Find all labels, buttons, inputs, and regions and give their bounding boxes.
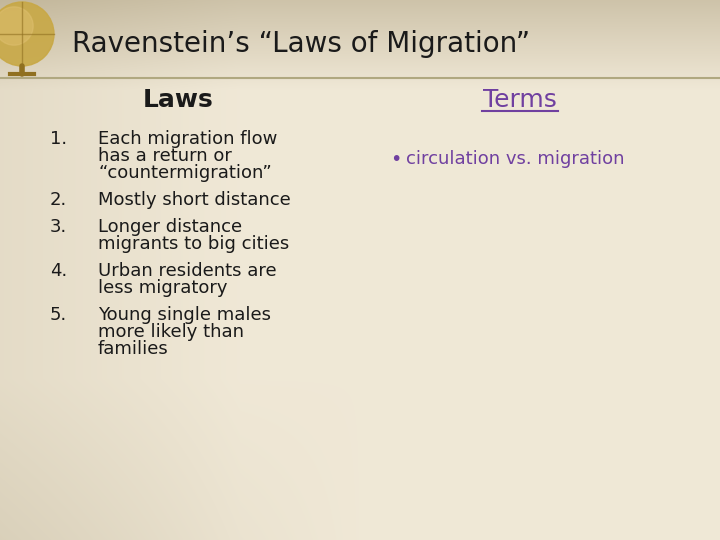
Text: less migratory: less migratory [98,279,228,297]
Text: Laws: Laws [143,88,213,112]
Text: Ravenstein’s “Laws of Migration”: Ravenstein’s “Laws of Migration” [72,30,530,58]
Text: Longer distance: Longer distance [98,218,242,236]
Text: migrants to big cities: migrants to big cities [98,235,289,253]
Text: Urban residents are: Urban residents are [98,262,276,280]
Text: Terms: Terms [483,88,557,112]
Text: Young single males: Young single males [98,306,271,324]
Text: circulation vs. migration: circulation vs. migration [406,150,624,168]
Text: 4.: 4. [50,262,67,280]
Circle shape [0,7,33,45]
Text: •: • [390,150,401,169]
Text: more likely than: more likely than [98,323,244,341]
Text: 3.: 3. [50,218,67,236]
Text: Mostly short distance: Mostly short distance [98,191,291,209]
Circle shape [0,2,54,66]
Text: Each migration flow: Each migration flow [98,130,277,148]
Text: 5.: 5. [50,306,67,324]
Text: has a return or: has a return or [98,147,232,165]
Text: 1.: 1. [50,130,67,148]
Text: “countermigration”: “countermigration” [98,164,271,182]
Text: families: families [98,340,168,358]
Text: 2.: 2. [50,191,67,209]
